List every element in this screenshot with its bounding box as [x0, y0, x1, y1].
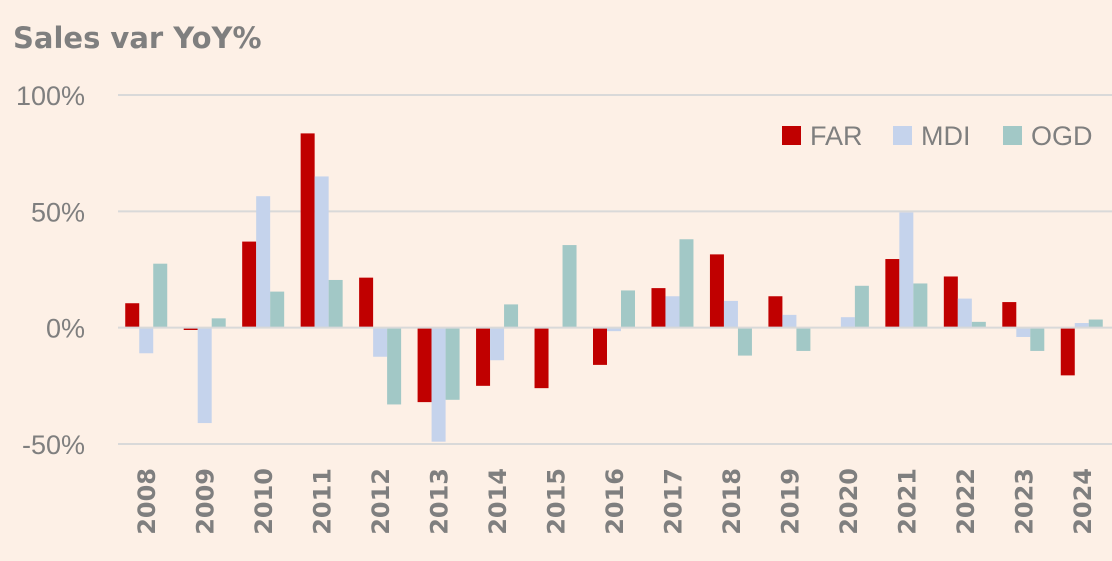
x-axis-ticks: 2008 2009 2010 2011 2012 2013 2014 2015 2016 2017…: [133, 468, 1097, 535]
bar-mdi-2023: [1016, 327, 1031, 337]
y-tick-label: 50%: [31, 197, 85, 227]
x-tick-label: 2013: [426, 468, 454, 535]
legend-swatch-mdi: [893, 126, 912, 145]
x-tick-label: 2020: [835, 468, 863, 535]
bar-ogd-2010: [270, 291, 285, 328]
bar-far-2015: [534, 327, 549, 389]
legend-swatch-far: [782, 126, 801, 145]
bar-far-2009: [183, 327, 198, 330]
x-tick-label: 2018: [718, 468, 746, 535]
bar-mdi-2019: [782, 314, 797, 328]
x-tick-label: 2024: [1069, 468, 1097, 535]
bar-ogd-2014: [504, 304, 519, 328]
y-tick-label: 0%: [46, 314, 85, 344]
bar-mdi-2011: [314, 176, 329, 328]
x-tick-label: 2021: [893, 468, 921, 535]
legend-label-far: FAR: [810, 121, 863, 151]
bar-mdi-2017: [665, 296, 680, 328]
bar-ogd-2024: [1088, 319, 1103, 328]
bar-far-2024: [1060, 327, 1075, 376]
bar-ogd-2016: [621, 290, 635, 328]
bar-mdi-2014: [490, 327, 505, 361]
x-tick-label: 2016: [601, 468, 629, 535]
bar-mdi-2024: [1074, 323, 1089, 328]
bar-far-2023: [1002, 302, 1017, 328]
bars: [125, 133, 1103, 442]
bar-far-2022: [943, 276, 958, 328]
x-tick-label: 2022: [952, 468, 980, 535]
bar-far-2008: [125, 303, 140, 328]
bar-far-2010: [242, 241, 257, 328]
bar-mdi-2012: [373, 327, 388, 357]
legend: FAR MDI OGD: [782, 121, 1093, 151]
bar-ogd-2018: [737, 327, 752, 356]
legend-label-mdi: MDI: [921, 121, 971, 151]
bar-ogd-2019: [796, 327, 811, 351]
y-tick-label: -50%: [22, 430, 85, 460]
bar-mdi-2022: [957, 298, 972, 328]
bar-far-2011: [300, 133, 315, 328]
y-tick-label: 100%: [16, 81, 85, 111]
bar-mdi-2009: [197, 327, 212, 424]
x-tick-label: 2015: [543, 468, 571, 535]
bar-far-2013: [417, 327, 432, 403]
bar-ogd-2011: [328, 279, 343, 328]
x-tick-label: 2019: [776, 468, 804, 535]
bar-mdi-2020: [840, 317, 855, 328]
bar-mdi-2016: [607, 327, 621, 332]
bar-far-2019: [768, 296, 783, 328]
x-tick-label: 2023: [1010, 468, 1038, 535]
y-axis-ticks: -50% 0% 50% 100%: [16, 81, 85, 460]
chart-title: Sales var YoY%: [13, 21, 262, 55]
x-tick-label: 2012: [367, 468, 395, 535]
legend-swatch-ogd: [1003, 126, 1022, 145]
x-tick-label: 2009: [192, 468, 220, 535]
x-tick-label: 2008: [133, 468, 161, 535]
bar-mdi-2010: [256, 196, 271, 328]
bar-ogd-2021: [913, 283, 928, 328]
bar-ogd-2022: [971, 321, 986, 328]
bar-far-2014: [476, 327, 491, 386]
bar-far-2018: [709, 254, 724, 328]
x-tick-label: 2011: [309, 468, 337, 535]
bar-mdi-2008: [139, 327, 154, 354]
bar-ogd-2015: [562, 245, 577, 328]
bar-ogd-2008: [153, 263, 168, 328]
bar-far-2012: [359, 277, 374, 328]
bar-ogd-2009: [211, 318, 226, 328]
bar-ogd-2020: [854, 285, 869, 328]
legend-label-ogd: OGD: [1031, 121, 1093, 151]
bar-ogd-2013: [445, 327, 460, 400]
bar-ogd-2012: [387, 327, 402, 405]
bar-mdi-2018: [723, 300, 738, 328]
bar-ogd-2023: [1030, 327, 1045, 351]
bar-far-2017: [651, 288, 666, 328]
gridlines: [118, 94, 1112, 445]
x-tick-label: 2014: [484, 468, 512, 535]
bar-ogd-2017: [679, 239, 694, 328]
bar-far-2016: [593, 327, 607, 365]
bar-mdi-2013: [431, 327, 446, 442]
x-tick-label: 2017: [659, 468, 687, 535]
bar-far-2021: [885, 259, 900, 328]
x-tick-label: 2010: [250, 468, 278, 535]
bar-mdi-2021: [899, 212, 914, 328]
